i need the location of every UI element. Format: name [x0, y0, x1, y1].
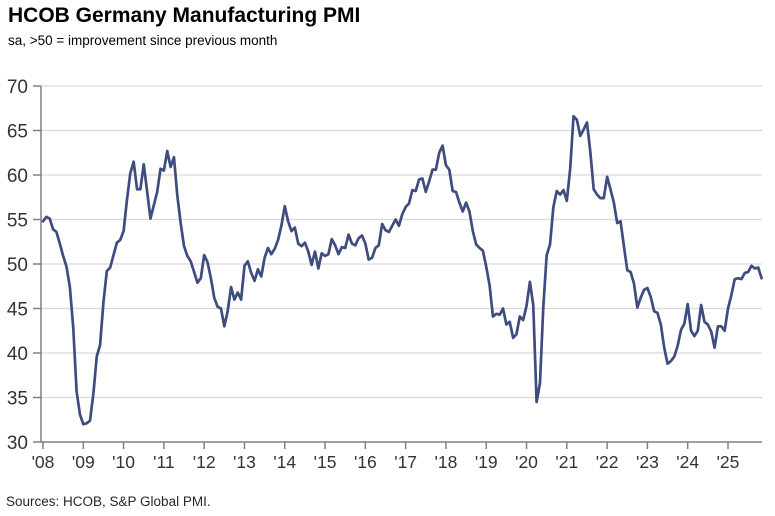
- x-tick-label: '10: [112, 452, 135, 472]
- x-tick-label: '08: [32, 452, 55, 472]
- source-note: Sources: HCOB, S&P Global PMI.: [6, 494, 211, 509]
- x-axis-ticks: '08 '09 '10 '11 '12 '13 '14 '15 '16 '17 '18 '19 '20 '…: [32, 442, 740, 472]
- x-tick-label: '19: [475, 452, 498, 472]
- y-tick-label: 50: [7, 255, 28, 276]
- x-tick-label: '13: [233, 452, 256, 472]
- x-tick-label: '24: [676, 452, 699, 472]
- y-axis-ticks: 30 35 40 45 50 55 60 65 70: [7, 77, 41, 454]
- y-tick-label: 45: [7, 300, 28, 321]
- x-tick-label: '11: [153, 452, 175, 472]
- x-tick-label: '23: [636, 452, 659, 472]
- y-tick-label: 70: [7, 77, 28, 98]
- x-tick-label: '18: [435, 452, 458, 472]
- y-tick-label: 30: [7, 433, 28, 454]
- x-tick-label: '22: [596, 452, 619, 472]
- y-tick-label: 65: [7, 122, 28, 143]
- x-tick-label: '15: [314, 452, 337, 472]
- y-tick-label: 60: [7, 166, 28, 187]
- chart-title: HCOB Germany Manufacturing PMI: [8, 4, 361, 27]
- chart-subtitle: sa, >50 = improvement since previous mon…: [8, 33, 278, 48]
- x-tick-label: '09: [72, 452, 95, 472]
- gridlines: [41, 85, 762, 399]
- x-tick-label: '20: [515, 452, 538, 472]
- x-tick-label: '17: [394, 452, 417, 472]
- y-tick-label: 40: [7, 344, 28, 365]
- x-tick-label: '14: [273, 452, 296, 472]
- x-tick-label: '25: [717, 452, 740, 472]
- y-tick-label: 55: [7, 211, 28, 232]
- x-tick-label: '12: [193, 452, 216, 472]
- y-tick-label: 35: [7, 389, 28, 410]
- pmi-series-line: [41, 114, 763, 426]
- x-tick-label: '21: [555, 452, 578, 472]
- x-tick-label: '16: [354, 452, 377, 472]
